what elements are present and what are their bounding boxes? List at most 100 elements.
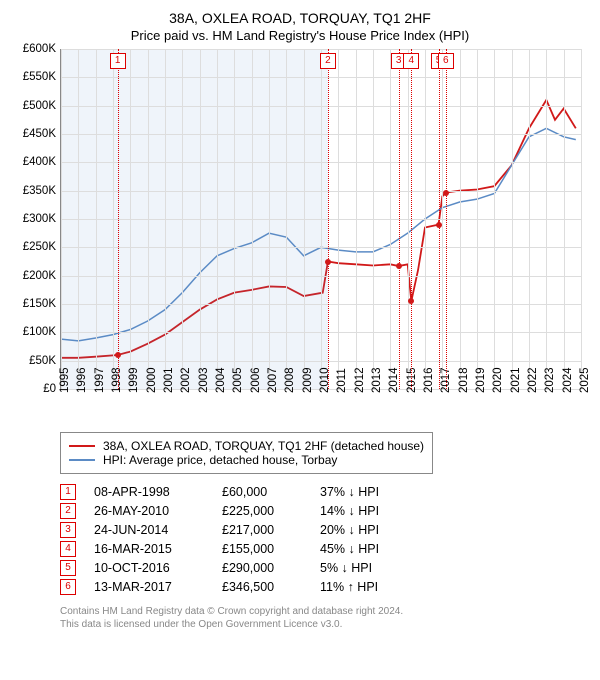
event-number-box: 2 — [60, 503, 76, 519]
x-axis-label: 2016 — [423, 381, 435, 393]
x-axis-label: 2002 — [180, 381, 192, 393]
y-axis-label: £150K — [11, 298, 56, 310]
event-date: 13-MAR-2017 — [94, 580, 204, 594]
y-axis-label: £400K — [11, 156, 56, 168]
x-axis-label: 2019 — [475, 381, 487, 393]
x-axis-label: 2004 — [215, 381, 227, 393]
gridline-v — [321, 49, 322, 389]
page-title-2: Price paid vs. HM Land Registry's House … — [10, 28, 590, 43]
legend-swatch-blue — [69, 459, 95, 461]
x-axis-label: 2001 — [163, 381, 175, 393]
legend-row-blue: HPI: Average price, detached house, Torb… — [69, 453, 424, 467]
gridline-v — [564, 49, 565, 389]
x-axis-label: 2024 — [562, 381, 574, 393]
footer-line-2: This data is licensed under the Open Gov… — [60, 618, 590, 631]
event-number-box: 6 — [60, 579, 76, 595]
gridline-v — [304, 49, 305, 389]
event-number-box: 1 — [60, 484, 76, 500]
event-diff: 20% ↓ HPI — [320, 523, 410, 537]
event-row: 226-MAY-2010£225,00014% ↓ HPI — [60, 503, 590, 519]
gridline-v — [494, 49, 495, 389]
event-row: 416-MAR-2015£155,00045% ↓ HPI — [60, 541, 590, 557]
event-diff: 37% ↓ HPI — [320, 485, 410, 499]
gridline-v — [200, 49, 201, 389]
footer-line-1: Contains HM Land Registry data © Crown c… — [60, 605, 590, 618]
y-axis-label: £50K — [11, 355, 56, 367]
x-axis-label: 2011 — [336, 381, 348, 393]
event-marker-box: 1 — [110, 53, 126, 69]
x-axis-label: 1996 — [76, 381, 88, 393]
y-axis-label: £500K — [11, 100, 56, 112]
y-axis-label: £450K — [11, 128, 56, 140]
gridline-v — [78, 49, 79, 389]
y-axis-label: £600K — [11, 43, 56, 55]
sale-point — [115, 352, 121, 358]
sale-point — [436, 222, 442, 228]
event-marker-line — [446, 49, 447, 389]
event-marker-box: 2 — [320, 53, 336, 69]
event-marker-line — [118, 49, 119, 389]
event-price: £346,500 — [222, 580, 302, 594]
event-marker-box: 6 — [438, 53, 454, 69]
y-axis-label: £0 — [11, 383, 56, 395]
gridline-v — [96, 49, 97, 389]
event-diff: 45% ↓ HPI — [320, 542, 410, 556]
legend-row-red: 38A, OXLEA ROAD, TORQUAY, TQ1 2HF (detac… — [69, 439, 424, 453]
event-number-box: 4 — [60, 541, 76, 557]
event-marker-line — [411, 49, 412, 389]
gridline-v — [512, 49, 513, 389]
gridline-v — [338, 49, 339, 389]
event-row: 108-APR-1998£60,00037% ↓ HPI — [60, 484, 590, 500]
sale-point — [408, 298, 414, 304]
event-date: 16-MAR-2015 — [94, 542, 204, 556]
x-axis-label: 2021 — [510, 381, 522, 393]
gridline-v — [442, 49, 443, 389]
chart-plot-area: £0£50K£100K£150K£200K£250K£300K£350K£400… — [60, 49, 581, 390]
x-axis-label: 2006 — [250, 381, 262, 393]
chart-container: £0£50K£100K£150K£200K£250K£300K£350K£400… — [10, 49, 590, 390]
gridline-v — [390, 49, 391, 389]
gridline-v — [425, 49, 426, 389]
legend-swatch-red — [69, 445, 95, 447]
event-date: 26-MAY-2010 — [94, 504, 204, 518]
x-axis-label: 2018 — [458, 381, 470, 393]
gridline-v — [581, 49, 582, 389]
sale-point — [325, 259, 331, 265]
event-number-box: 5 — [60, 560, 76, 576]
gridline-v — [356, 49, 357, 389]
legend-label-blue: HPI: Average price, detached house, Torb… — [103, 453, 337, 467]
event-date: 10-OCT-2016 — [94, 561, 204, 575]
x-axis-label: 2022 — [527, 381, 539, 393]
y-axis-label: £200K — [11, 270, 56, 282]
gridline-v — [286, 49, 287, 389]
x-axis-label: 2007 — [267, 381, 279, 393]
gridline-v — [165, 49, 166, 389]
event-row: 324-JUN-2014£217,00020% ↓ HPI — [60, 522, 590, 538]
x-axis-label: 2023 — [544, 381, 556, 393]
y-axis-label: £100K — [11, 326, 56, 338]
event-price: £290,000 — [222, 561, 302, 575]
x-axis-label: 2025 — [579, 381, 591, 393]
gridline-v — [130, 49, 131, 389]
x-axis-label: 1995 — [59, 381, 71, 393]
gridline-v — [61, 49, 62, 389]
x-axis-label: 2003 — [198, 381, 210, 393]
event-date: 08-APR-1998 — [94, 485, 204, 499]
events-table: 108-APR-1998£60,00037% ↓ HPI226-MAY-2010… — [60, 484, 590, 595]
x-axis-label: 1997 — [94, 381, 106, 393]
x-axis-label: 2013 — [371, 381, 383, 393]
sale-point — [396, 263, 402, 269]
gridline-v — [234, 49, 235, 389]
event-marker-line — [439, 49, 440, 389]
gridline-v — [252, 49, 253, 389]
x-axis-label: 2010 — [319, 381, 331, 393]
event-row: 510-OCT-2016£290,0005% ↓ HPI — [60, 560, 590, 576]
gridline-v — [182, 49, 183, 389]
event-diff: 11% ↑ HPI — [320, 580, 410, 594]
y-axis-label: £250K — [11, 241, 56, 253]
gridline-v — [477, 49, 478, 389]
event-number-box: 3 — [60, 522, 76, 538]
event-marker-line — [328, 49, 329, 389]
gridline-v — [529, 49, 530, 389]
event-row: 6 13-MAR-2017 £346,500 11% ↑ HPI — [60, 579, 590, 595]
